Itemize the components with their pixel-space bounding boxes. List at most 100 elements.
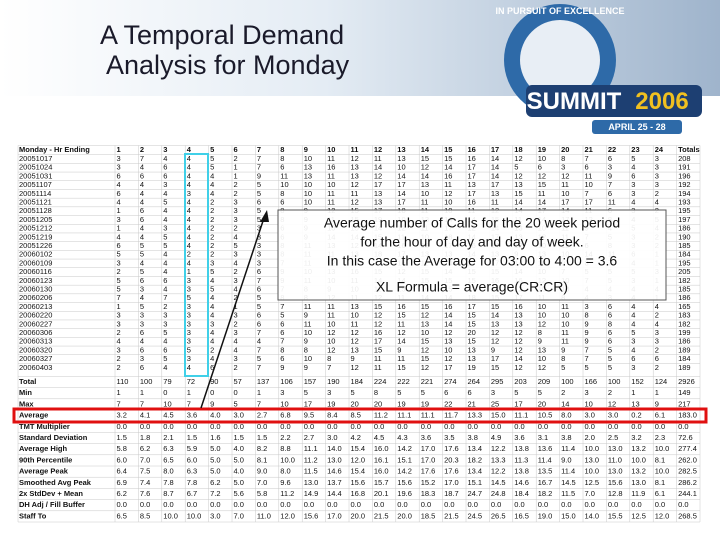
table-cell: 7 (257, 363, 261, 372)
row-label: 20051121 (19, 197, 52, 206)
table-cell: 203 (514, 377, 527, 386)
table-cell: 5 (257, 215, 261, 224)
table-cell: 3 (234, 354, 238, 363)
table-cell: 14.6 (514, 478, 529, 487)
table-cell: 14 (491, 311, 499, 320)
table-cell: 3 (655, 180, 659, 189)
table-cell: 0.0 (187, 500, 197, 509)
table-cell: 6 (585, 163, 589, 172)
table-cell: 13.0 (327, 455, 342, 464)
table-cell: 7 (187, 399, 191, 408)
table-cell: 15.5 (608, 511, 623, 520)
table-cell: 15.6 (397, 478, 412, 487)
table-cell: 4 (187, 171, 191, 180)
table-cell: 18.2 (538, 489, 553, 498)
table-cell: 0.0 (304, 422, 314, 431)
table-cell: 0.0 (187, 422, 197, 431)
table-cell: 3 (257, 232, 261, 241)
table-cell: 3.0 (608, 411, 618, 420)
table-cell: 10 (327, 319, 335, 328)
table-cell: 0.0 (304, 500, 314, 509)
table-cell: 9 (655, 399, 659, 408)
table-cell: 9 (304, 337, 308, 346)
table-cell: 11 (351, 319, 359, 328)
table-cell: 6.2 (117, 489, 127, 498)
row-label: 20060220 (19, 311, 52, 320)
table-cell: 14 (421, 171, 429, 180)
table-cell: 8.1 (655, 478, 665, 487)
table-cell: 4 (140, 180, 144, 189)
table-cell: 3 (117, 154, 121, 163)
table-cell: 13.0 (608, 467, 623, 476)
table-cell: 11 (421, 197, 429, 206)
table-cell: 10.5 (538, 411, 553, 420)
row-label: 20060227 (19, 319, 52, 328)
table-cell: 13 (421, 319, 429, 328)
table-cell: 8.0 (280, 467, 290, 476)
header-cell: Totals (678, 145, 700, 154)
table-cell: 14.5 (491, 478, 506, 487)
table-cell: 2 (234, 189, 238, 198)
table-cell: 5 (257, 293, 261, 302)
table-cell: 19 (327, 399, 335, 408)
callout-text: Average number of Calls for the 20 week … (324, 215, 620, 231)
header-cell: 7 (257, 145, 261, 154)
table-cell: 3 (187, 328, 191, 337)
table-cell: 183.0 (678, 411, 697, 420)
table-cell: 14 (444, 319, 452, 328)
table-cell: 4 (163, 206, 167, 215)
header-cell: 8 (280, 145, 284, 154)
table-cell: 4.3 (397, 433, 407, 442)
table-cell: 10 (280, 180, 288, 189)
table-cell: 3 (257, 224, 261, 233)
table-cell: 0.0 (444, 500, 454, 509)
table-cell: 17.0 (327, 511, 342, 520)
table-cell: 6 (257, 284, 261, 293)
table-cell: 5 (187, 345, 191, 354)
table-cell: 0.0 (631, 500, 641, 509)
table-cell: 57 (234, 377, 242, 386)
table-cell: 3 (608, 163, 612, 172)
table-cell: 10 (561, 311, 569, 320)
table-cell: 1.6 (210, 433, 220, 442)
table-cell: 17 (491, 354, 499, 363)
table-cell: 0.0 (585, 500, 595, 509)
table-cell: 13.0 (585, 455, 600, 464)
table-cell: 2 (187, 250, 191, 259)
table-cell: 186 (678, 224, 691, 233)
table-cell: 2.2 (280, 433, 290, 442)
table-cell: 10 (538, 302, 546, 311)
table-cell: 6 (257, 267, 261, 276)
table-cell: 152 (631, 377, 644, 386)
table-cell: 6.7 (187, 489, 197, 498)
table-cell: 282.5 (678, 467, 697, 476)
table-cell: 15 (514, 189, 522, 198)
table-cell: 2 (234, 180, 238, 189)
table-cell: 5 (210, 284, 214, 293)
table-cell: 5 (140, 302, 144, 311)
table-cell: 4.0 (234, 467, 244, 476)
table-cell: 10 (561, 319, 569, 328)
table-cell: 5 (210, 154, 214, 163)
row-label: Min (19, 388, 32, 397)
table-cell: 3 (140, 311, 144, 320)
row-label: Staff To (19, 511, 47, 520)
table-cell: 4 (655, 319, 659, 328)
table-cell: 14 (491, 171, 499, 180)
table-cell: 137 (257, 377, 270, 386)
table-cell: 8 (374, 388, 378, 397)
table-cell: 17 (374, 180, 382, 189)
table-cell: 3.0 (585, 411, 595, 420)
table-cell: 4 (210, 171, 214, 180)
table-cell: 195 (678, 206, 691, 215)
table-cell: 0.0 (163, 422, 173, 431)
table-cell: 13.0 (631, 478, 646, 487)
table-cell: 1.5 (117, 433, 127, 442)
table-cell: 11.3 (514, 455, 528, 464)
table-cell: 12 (444, 189, 452, 198)
table-cell: 2 (234, 154, 238, 163)
logo-banner (526, 85, 702, 117)
table-cell: 6.3 (163, 444, 173, 453)
table-cell: 6 (280, 163, 284, 172)
